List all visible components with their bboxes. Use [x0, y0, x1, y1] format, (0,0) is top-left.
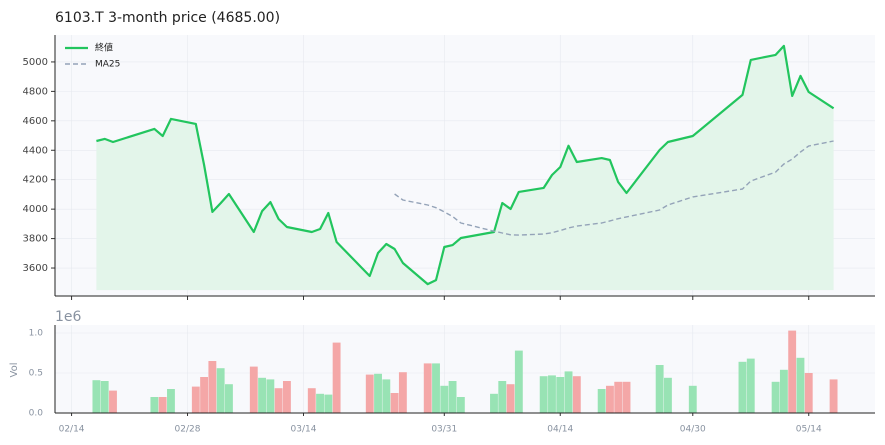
volume-bar [398, 372, 407, 413]
volume-bar [738, 361, 747, 413]
volume-bar [432, 363, 440, 413]
volume-bar [440, 385, 449, 413]
volume-bar [663, 377, 672, 413]
y-tick-label: 4000 [23, 204, 48, 215]
y-tick-label: 0.0 [29, 409, 44, 419]
volume-bar [498, 381, 507, 413]
volume-bar [150, 397, 159, 413]
volume-bar [556, 377, 565, 413]
x-tick-label: 02/14 [59, 425, 85, 435]
volume-bar [506, 384, 515, 413]
volume-bar [92, 380, 101, 413]
volume-bar [200, 377, 209, 413]
volume-bar [274, 388, 283, 413]
x-tick-label: 04/14 [547, 425, 573, 435]
volume-bar [572, 376, 581, 413]
volume-bar [191, 386, 200, 413]
x-tick-label: 04/30 [680, 425, 706, 435]
volume-bar [456, 397, 465, 413]
volume-bar [490, 393, 498, 413]
volume-bar [788, 330, 797, 413]
line [394, 140, 834, 236]
volume-bar [688, 385, 697, 413]
volume-bar [208, 361, 217, 413]
x-tick-label: 03/14 [291, 425, 317, 435]
volume-bar [423, 363, 432, 413]
volume-bar [564, 371, 573, 413]
chart-title: 6103.T 3-month price (4685.00) [55, 10, 280, 26]
volume-bar [606, 385, 614, 413]
volume-bar [332, 342, 341, 413]
volume-bar [365, 374, 374, 413]
volume-bar [771, 381, 780, 413]
x-tick-label: 05/14 [796, 425, 822, 435]
volume-bar [216, 368, 225, 413]
volume-bar [374, 373, 382, 413]
volume-bar [324, 394, 333, 413]
y-tick-label: 4200 [23, 175, 48, 186]
volume-bar [597, 389, 606, 413]
volume-bar [622, 381, 631, 413]
volume-bar [514, 350, 523, 413]
volume-bar [258, 377, 267, 413]
volume-bar [100, 381, 109, 413]
volume-bar [282, 381, 291, 413]
line [96, 44, 835, 286]
y-tick-label: 4600 [23, 116, 48, 127]
y-tick-label: 4800 [23, 86, 48, 97]
volume-bar [316, 393, 324, 413]
volume-bar [796, 357, 805, 413]
x-tick-label: 02/28 [175, 425, 201, 435]
y-tick-label: 4400 [23, 145, 48, 156]
volume-bar [746, 358, 755, 413]
y-tick-label: 5000 [23, 57, 48, 68]
area-fill [96, 45, 834, 291]
volume-bar [390, 393, 399, 413]
volume-bar [539, 376, 548, 413]
volume-ylabel: Vol [9, 363, 20, 378]
x-tick-label: 03/31 [431, 425, 457, 435]
volume-bar [548, 375, 556, 413]
y-tick-label: 3600 [23, 263, 48, 274]
volume-bar [249, 366, 258, 413]
volume-bar [167, 389, 175, 413]
volume-bar [382, 379, 391, 413]
legend-label: 終値 [95, 42, 113, 54]
volume-bar [109, 390, 117, 413]
volume-bar [266, 379, 275, 413]
volume-bar [614, 381, 623, 413]
volume-bar [307, 388, 316, 413]
legend-label: MA25 [95, 60, 120, 70]
volume-bar [448, 381, 457, 413]
volume-bar [779, 369, 788, 413]
volume-bar [158, 397, 167, 413]
volume-offset: 1e6 [55, 309, 82, 325]
y-tick-label: 0.5 [29, 369, 43, 379]
y-tick-label: 1.0 [29, 329, 44, 339]
volume-bar [804, 373, 813, 413]
volume-bar [829, 379, 838, 413]
y-tick-label: 3800 [23, 234, 48, 245]
volume-bar [225, 384, 233, 413]
volume-bar [655, 365, 664, 413]
volume-panel [55, 325, 875, 413]
